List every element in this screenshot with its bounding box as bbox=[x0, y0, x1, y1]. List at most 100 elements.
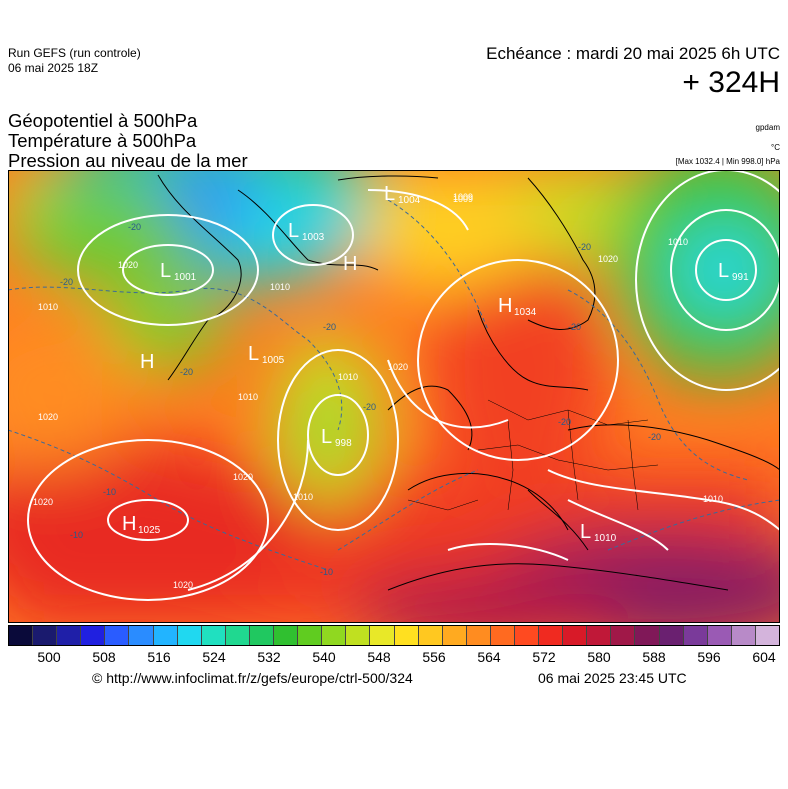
isobar-label: 1020 bbox=[33, 497, 53, 507]
isobar-label: 1010 bbox=[338, 372, 358, 382]
scale-tick-label: 604 bbox=[752, 649, 776, 665]
low-value: 1004 bbox=[398, 195, 421, 206]
color-swatch bbox=[755, 626, 779, 645]
title-pressure: Pression au niveau de la mer bbox=[8, 150, 248, 171]
color-swatch bbox=[418, 626, 443, 645]
scale-tick-label: 596 bbox=[697, 649, 721, 665]
isotherm-label: -20 bbox=[128, 222, 141, 232]
run-date: 06 mai 2025 18Z bbox=[8, 61, 99, 75]
high-value: 1034 bbox=[514, 307, 537, 318]
scale-tick-label: 508 bbox=[92, 649, 116, 665]
isotherm-label: -10 bbox=[320, 567, 333, 577]
low-marker: L bbox=[248, 343, 259, 365]
high-marker: H bbox=[140, 351, 154, 373]
pressure-systems: L 1001 L 1003 L 1004 L 1005 L 998 L 991 … bbox=[122, 183, 749, 544]
isobar-label: 1020 bbox=[598, 254, 618, 264]
color-swatch bbox=[466, 626, 491, 645]
scale-tick-label: 548 bbox=[367, 649, 391, 665]
high-marker: H bbox=[343, 253, 357, 275]
weather-map: L 1001 L 1003 L 1004 L 1005 L 998 L 991 … bbox=[8, 170, 780, 623]
isobar-label: 1020 bbox=[388, 362, 408, 372]
isotherm-label: -20 bbox=[180, 367, 193, 377]
color-swatch bbox=[153, 626, 178, 645]
scale-tick-label: 524 bbox=[202, 649, 226, 665]
isobar-label: 1010 bbox=[270, 282, 290, 292]
valid-time: Echéance : mardi 20 mai 2025 6h UTC bbox=[486, 44, 780, 63]
color-swatch bbox=[274, 626, 299, 645]
color-swatch bbox=[490, 626, 515, 645]
low-value: 1010 bbox=[594, 533, 617, 544]
isobar-label: 1010 bbox=[703, 494, 723, 504]
color-swatch bbox=[683, 626, 708, 645]
run-name: Run GEFS (run controle) bbox=[8, 46, 141, 60]
scale-tick-label: 532 bbox=[257, 649, 281, 665]
issue-timestamp: 06 mai 2025 23:45 UTC bbox=[538, 670, 687, 686]
low-marker: L bbox=[321, 426, 332, 448]
color-swatch bbox=[539, 626, 564, 645]
color-swatch bbox=[81, 626, 106, 645]
low-value: 1003 bbox=[302, 232, 325, 243]
color-swatch bbox=[587, 626, 612, 645]
isotherm-labels: -20 -20 -20 -20 -20 -20 -10 -10 -10 -20 … bbox=[60, 222, 661, 577]
isobar-label: 1009 bbox=[453, 194, 473, 204]
color-swatch bbox=[707, 626, 732, 645]
color-swatch bbox=[105, 626, 130, 645]
color-swatch bbox=[57, 626, 82, 645]
isotherm-label: -20 bbox=[60, 277, 73, 287]
color-swatch bbox=[611, 626, 636, 645]
isobar-label: 1010 bbox=[668, 237, 688, 247]
color-swatch bbox=[129, 626, 154, 645]
geopotential-field bbox=[8, 170, 780, 623]
isobar-labels: 1020 1010 1010 1009 1010 1010 1020 1010 … bbox=[33, 192, 723, 590]
low-value: 991 bbox=[732, 272, 749, 283]
color-swatch bbox=[370, 626, 395, 645]
isotherm-label: -10 bbox=[103, 487, 116, 497]
color-swatch bbox=[659, 626, 684, 645]
low-value: 998 bbox=[335, 438, 352, 449]
unit-geopotential: gpdam bbox=[755, 123, 780, 132]
color-swatch bbox=[346, 626, 371, 645]
color-scale bbox=[8, 625, 780, 646]
low-marker: L bbox=[580, 521, 591, 543]
color-swatch bbox=[322, 626, 347, 645]
isotherm-label: -20 bbox=[558, 417, 571, 427]
unit-temperature: °C bbox=[771, 143, 780, 152]
isotherm-label: -20 bbox=[363, 402, 376, 412]
color-swatch bbox=[731, 626, 756, 645]
high-marker: H bbox=[498, 295, 512, 317]
color-swatch bbox=[249, 626, 275, 645]
lead-time: + 324H bbox=[682, 66, 780, 99]
low-marker: L bbox=[384, 183, 395, 205]
isobars bbox=[27, 170, 780, 601]
isobar-label: 1020 bbox=[173, 580, 193, 590]
low-marker: L bbox=[160, 260, 171, 282]
title-geopotential: Géopotentiel à 500hPa bbox=[8, 110, 198, 131]
color-swatch bbox=[563, 626, 588, 645]
isobar-label: 1020 bbox=[233, 472, 253, 482]
scale-tick-label: 540 bbox=[312, 649, 336, 665]
color-swatch bbox=[394, 626, 419, 645]
high-value: 1025 bbox=[138, 525, 161, 536]
isotherm-label: -20 bbox=[578, 242, 591, 252]
low-value: 1001 bbox=[174, 272, 197, 283]
unit-pressure: [Max 1032.4 | Min 998.0] hPa bbox=[675, 157, 780, 166]
source-credit: © http://www.infoclimat.fr/z/gefs/europe… bbox=[92, 670, 413, 686]
isotherm-label: -20 bbox=[648, 432, 661, 442]
color-swatch bbox=[177, 626, 202, 645]
scale-tick-label: 516 bbox=[147, 649, 171, 665]
low-marker: L bbox=[718, 260, 729, 282]
isobar-label: 1010 bbox=[238, 392, 258, 402]
low-marker: L bbox=[288, 220, 299, 242]
country-borders bbox=[407, 399, 659, 511]
isobar-label: 1009 bbox=[453, 192, 473, 202]
isotherm-label: -10 bbox=[70, 530, 83, 540]
isotherm-label: -20 bbox=[568, 322, 581, 332]
color-swatch bbox=[635, 626, 660, 645]
scale-tick-label: 588 bbox=[642, 649, 666, 665]
isobar-label: 1010 bbox=[38, 302, 58, 312]
color-swatch bbox=[33, 626, 58, 645]
color-swatch bbox=[9, 626, 34, 645]
title-temperature: Température à 500hPa bbox=[8, 130, 197, 151]
isobar-label: 1020 bbox=[38, 412, 58, 422]
scale-tick-label: 556 bbox=[422, 649, 446, 665]
